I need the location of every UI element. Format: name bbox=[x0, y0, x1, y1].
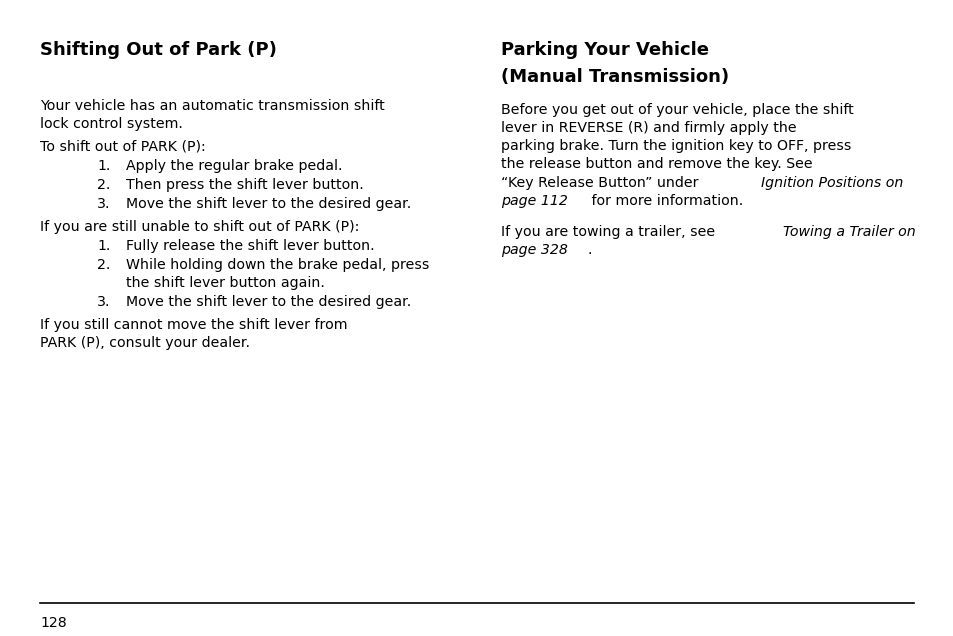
Text: Ignition Positions on: Ignition Positions on bbox=[760, 176, 902, 190]
Text: for more information.: for more information. bbox=[586, 193, 742, 208]
Text: “Key Release Button” under: “Key Release Button” under bbox=[500, 176, 702, 190]
Text: 1.: 1. bbox=[97, 159, 111, 174]
Text: Then press the shift lever button.: Then press the shift lever button. bbox=[126, 178, 363, 192]
Text: Towing a Trailer on: Towing a Trailer on bbox=[782, 225, 915, 238]
Text: 2.: 2. bbox=[97, 178, 111, 192]
Text: PARK (P), consult your dealer.: PARK (P), consult your dealer. bbox=[40, 336, 250, 350]
Text: Apply the regular brake pedal.: Apply the regular brake pedal. bbox=[126, 159, 342, 174]
Text: page 112: page 112 bbox=[500, 193, 567, 208]
Text: 3.: 3. bbox=[97, 295, 111, 309]
Text: 3.: 3. bbox=[97, 197, 111, 211]
Text: Your vehicle has an automatic transmission shift: Your vehicle has an automatic transmissi… bbox=[40, 99, 384, 113]
Text: Parking Your Vehicle: Parking Your Vehicle bbox=[500, 41, 708, 59]
Text: If you still cannot move the shift lever from: If you still cannot move the shift lever… bbox=[40, 318, 347, 333]
Text: Fully release the shift lever button.: Fully release the shift lever button. bbox=[126, 239, 375, 254]
Text: 2.: 2. bbox=[97, 258, 111, 272]
Text: lever in REVERSE (R) and firmly apply the: lever in REVERSE (R) and firmly apply th… bbox=[500, 121, 796, 135]
Text: parking brake. Turn the ignition key to OFF, press: parking brake. Turn the ignition key to … bbox=[500, 139, 850, 153]
Text: the release button and remove the key. See: the release button and remove the key. S… bbox=[500, 157, 812, 172]
Text: .: . bbox=[586, 242, 591, 257]
Text: 1.: 1. bbox=[97, 239, 111, 254]
Text: Shifting Out of Park (P): Shifting Out of Park (P) bbox=[40, 41, 276, 59]
Text: page 328: page 328 bbox=[500, 242, 567, 257]
Text: If you are towing a trailer, see: If you are towing a trailer, see bbox=[500, 225, 719, 238]
Text: (Manual Transmission): (Manual Transmission) bbox=[500, 68, 728, 86]
Text: Move the shift lever to the desired gear.: Move the shift lever to the desired gear… bbox=[126, 197, 411, 211]
Text: While holding down the brake pedal, press: While holding down the brake pedal, pres… bbox=[126, 258, 429, 272]
Text: If you are still unable to shift out of PARK (P):: If you are still unable to shift out of … bbox=[40, 220, 359, 234]
Text: the shift lever button again.: the shift lever button again. bbox=[126, 276, 324, 291]
Text: 128: 128 bbox=[40, 616, 67, 630]
Text: To shift out of PARK (P):: To shift out of PARK (P): bbox=[40, 140, 206, 154]
Text: Move the shift lever to the desired gear.: Move the shift lever to the desired gear… bbox=[126, 295, 411, 309]
Text: lock control system.: lock control system. bbox=[40, 117, 183, 131]
Text: Before you get out of your vehicle, place the shift: Before you get out of your vehicle, plac… bbox=[500, 103, 853, 117]
